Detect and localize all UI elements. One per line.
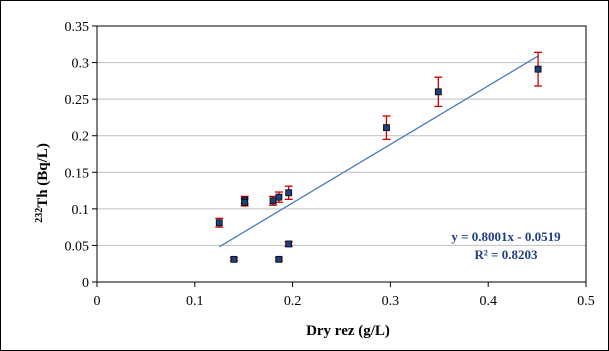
y-tick-label: 0 — [82, 276, 89, 291]
y-axis-title: 232Th (Bq/L) — [34, 143, 51, 223]
x-tick-label: 0.5 — [577, 294, 595, 309]
plot-area-frame — [96, 25, 587, 283]
data-point — [383, 124, 390, 132]
trendline-equation: y = 0.8001x - 0.0519 — [451, 229, 561, 244]
x-tick-label: 0 — [94, 294, 101, 309]
y-tick-label: 0.2 — [72, 130, 90, 145]
x-tick-label: 0.1 — [186, 294, 204, 309]
data-point — [215, 219, 223, 227]
y-tick-label: 0.3 — [72, 57, 90, 72]
data-point — [434, 88, 442, 96]
y-tick-label: 0.25 — [65, 93, 90, 108]
y-tick-label: 0.35 — [65, 20, 90, 35]
y-tick-label: 0.15 — [65, 166, 90, 181]
y-axis-title-superscript: 232 — [34, 208, 45, 223]
data-point — [230, 255, 238, 263]
trendline-layer — [218, 55, 539, 248]
y-tick-label: 0.05 — [65, 239, 90, 254]
data-points — [215, 65, 542, 263]
axes: 0 0.05 0.1 0.15 0.2 0.25 0.3 0.35 0 0.1 0.2 0.3 0.4 0… — [65, 20, 595, 309]
x-tick-label: 0.2 — [284, 294, 302, 309]
x-axis-title: Dry rez (g/L) — [306, 323, 390, 339]
data-point — [275, 193, 283, 201]
gridlines — [97, 62, 586, 246]
data-point — [285, 240, 293, 248]
trendline — [218, 55, 539, 248]
y-axis-title-main: Th (Bq/L) — [35, 143, 51, 208]
x-tick-label: 0.4 — [479, 294, 497, 309]
y-tick-label: 0.1 — [72, 203, 90, 218]
data-point — [275, 255, 283, 263]
r-squared-value: R² = 0.8203 — [475, 247, 538, 262]
x-tick-label: 0.3 — [382, 294, 400, 309]
data-point — [285, 189, 293, 197]
data-point — [269, 197, 277, 205]
data-point — [534, 65, 542, 73]
data-point — [241, 198, 249, 206]
